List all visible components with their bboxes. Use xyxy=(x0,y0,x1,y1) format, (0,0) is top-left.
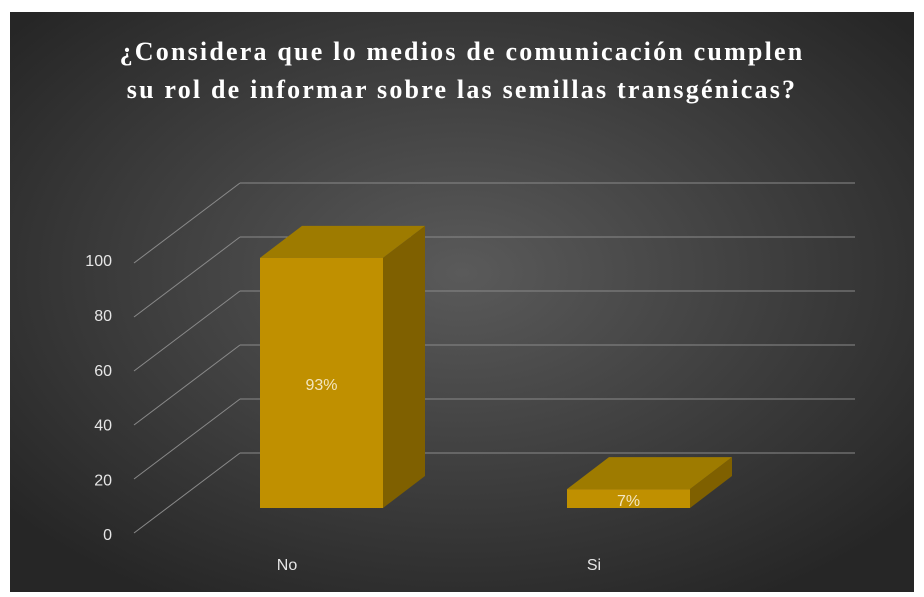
grid-line xyxy=(133,398,241,480)
bar-top xyxy=(260,225,425,258)
y-tick-label: 40 xyxy=(94,418,112,435)
y-tick-label: 80 xyxy=(94,308,112,325)
grid-line xyxy=(133,182,241,264)
y-tick-label: 20 xyxy=(94,472,112,489)
bar xyxy=(260,257,383,508)
bar-side xyxy=(690,457,732,508)
data-label: 7% xyxy=(617,493,640,510)
chart-background xyxy=(10,12,914,592)
bar-side xyxy=(383,225,425,508)
grid-line xyxy=(133,344,241,426)
grid-line xyxy=(133,452,241,534)
y-tick-label: 0 xyxy=(103,527,112,544)
x-tick-label: No xyxy=(277,557,298,574)
grid-line xyxy=(133,290,241,372)
chart-title: ¿Considera que lo medios de comunicación… xyxy=(119,37,805,104)
grid-line xyxy=(133,236,241,318)
y-tick-label: 60 xyxy=(94,363,112,380)
x-tick-label: Si xyxy=(587,557,601,574)
bar xyxy=(567,489,690,508)
bar-top xyxy=(567,457,732,490)
data-label: 93% xyxy=(305,377,337,394)
y-tick-label: 100 xyxy=(85,253,112,270)
